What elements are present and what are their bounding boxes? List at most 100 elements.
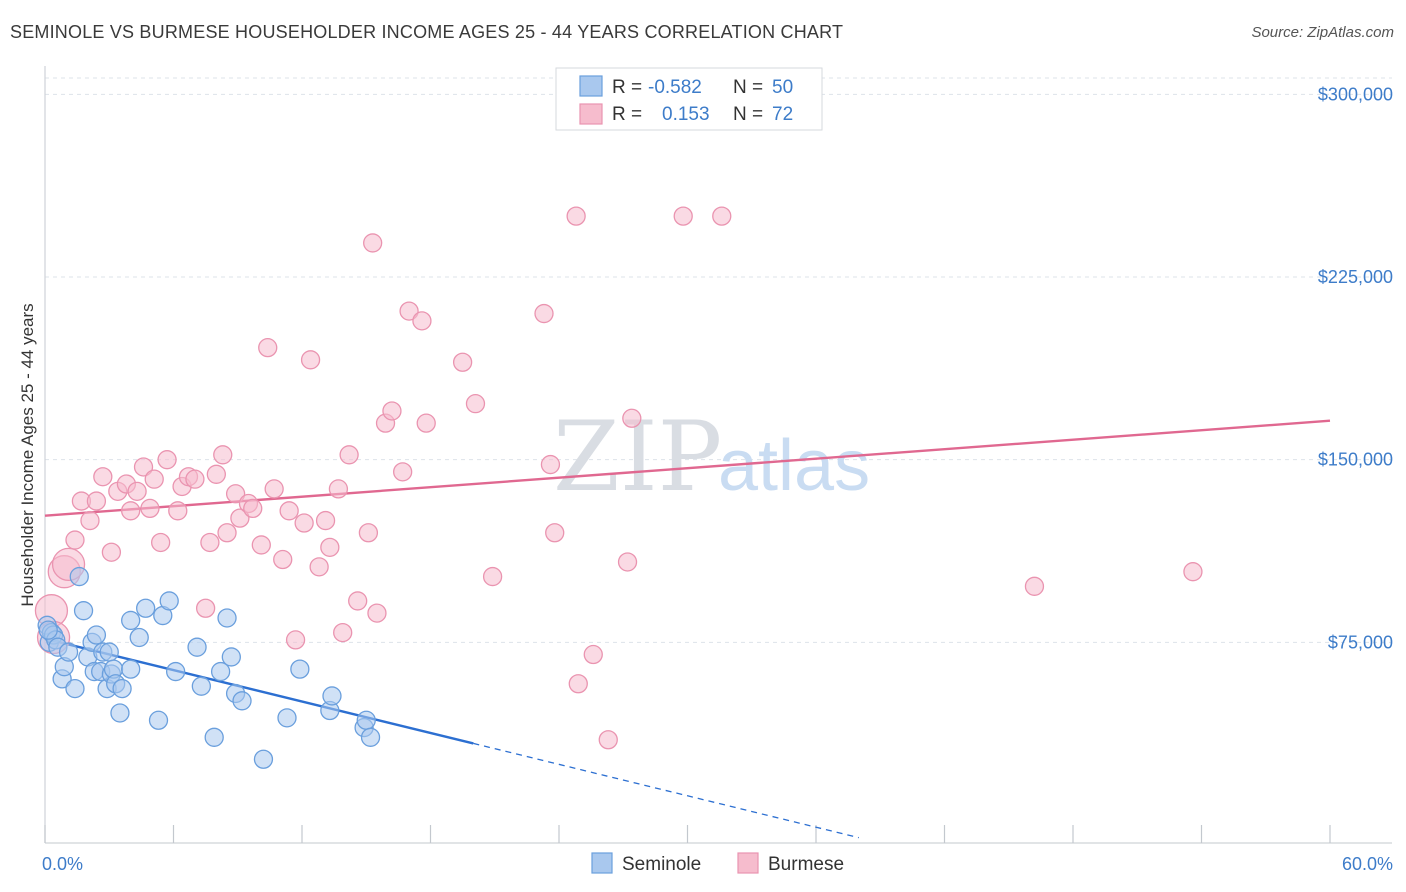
- seminole-point: [112, 678, 132, 699]
- burmese-point: [101, 542, 122, 562]
- bottom-legend-seminole: Seminole: [622, 854, 701, 875]
- y-tick-label: $75,000: [1328, 632, 1393, 652]
- legend-n-label-burmese: N =: [733, 104, 763, 125]
- burmese-point: [465, 394, 486, 414]
- axes: [44, 66, 1392, 844]
- burmese-point: [243, 498, 263, 519]
- burmese-point: [133, 457, 154, 477]
- x-tick-label: 0.0%: [42, 854, 83, 874]
- seminole-point: [165, 661, 186, 682]
- seminole-point: [232, 691, 252, 711]
- burmese-point: [333, 622, 353, 643]
- legend-swatch-burmese: [579, 103, 603, 125]
- legend-n-value-burmese: 72: [772, 104, 793, 125]
- burmese-point: [150, 532, 171, 553]
- zipatlas-watermark: ZIP atlas: [553, 401, 870, 513]
- seminole-point: [86, 625, 107, 645]
- burmese-point: [80, 510, 100, 531]
- burmese-point: [144, 469, 164, 489]
- burmese-point: [363, 233, 383, 253]
- seminole-point: [159, 591, 179, 611]
- bottom-legend-burmese: Burmese: [768, 854, 844, 875]
- burmese-point: [367, 603, 387, 623]
- burmese-point: [86, 491, 107, 511]
- seminole-point: [187, 637, 207, 657]
- x-tick-labels: 0.0% 60.0%: [42, 854, 1393, 874]
- burmese-point: [328, 479, 349, 499]
- burmese-point: [168, 501, 188, 521]
- burmese-point: [566, 206, 586, 226]
- burmese-point: [320, 537, 340, 558]
- seminole-points: [37, 566, 381, 769]
- burmese-point: [251, 535, 271, 555]
- legend-r-value-burmese: 0.153: [662, 104, 710, 125]
- seminole-point: [277, 708, 297, 728]
- burmese-point: [121, 501, 141, 521]
- seminole-point: [65, 678, 85, 699]
- burmese-point: [264, 479, 284, 499]
- seminole-point: [290, 659, 310, 679]
- x-tick-label: 60.0%: [1342, 854, 1393, 874]
- burmese-point: [127, 481, 147, 501]
- legend-n-value-seminole: 50: [772, 77, 793, 98]
- burmese-point: [545, 523, 565, 543]
- burmese-point: [285, 630, 306, 650]
- burmese-point: [568, 674, 588, 694]
- seminole-point: [322, 686, 342, 706]
- burmese-point: [300, 350, 321, 370]
- seminole-point: [356, 710, 376, 730]
- seminole-point: [204, 727, 224, 747]
- legend-n-label-seminole: N =: [733, 77, 763, 98]
- burmese-point: [416, 413, 436, 433]
- burmese-point: [217, 523, 237, 543]
- burmese-trend-line: [44, 419, 1331, 517]
- burmese-point: [534, 303, 554, 324]
- burmese-point: [273, 549, 293, 570]
- seminole-point: [121, 610, 141, 631]
- y-tick-label: $150,000: [1318, 450, 1393, 470]
- burmese-point: [225, 484, 246, 504]
- legend-r-value-seminole: -0.582: [648, 77, 702, 98]
- burmese-point: [412, 311, 432, 331]
- burmese-point: [315, 510, 336, 531]
- burmese-point: [185, 469, 205, 489]
- seminole-point: [210, 661, 231, 682]
- burmese-point: [1024, 576, 1045, 596]
- seminole-point: [38, 620, 58, 640]
- burmese-point: [598, 730, 618, 750]
- bottom-legend-swatch-seminole: [591, 852, 613, 874]
- burmese-point: [583, 644, 603, 665]
- seminole-point: [253, 749, 274, 769]
- seminole-point: [360, 727, 381, 747]
- seminole-point: [58, 642, 79, 662]
- seminole-point: [69, 566, 89, 587]
- seminole-point: [99, 642, 119, 662]
- burmese-point: [339, 445, 359, 465]
- seminole-point: [136, 598, 156, 618]
- burmese-point: [673, 206, 693, 226]
- seminole-trend-extension: [473, 742, 859, 839]
- y-tick-labels: $75,000 $150,000 $225,000 $300,000: [1318, 84, 1393, 652]
- burmese-point: [382, 401, 402, 421]
- seminole-point: [129, 627, 149, 648]
- burmese-point: [712, 206, 732, 226]
- source-credit: Source: ZipAtlas.com: [1251, 24, 1394, 41]
- burmese-point: [258, 337, 278, 358]
- burmese-point: [309, 557, 329, 577]
- burmese-point: [393, 462, 413, 482]
- burmese-point: [617, 552, 638, 572]
- burmese-point: [399, 301, 419, 321]
- burmese-point: [230, 508, 250, 528]
- seminole-point: [221, 647, 241, 667]
- burmese-point: [279, 501, 299, 521]
- seminole-point: [148, 710, 169, 730]
- seminole-point: [217, 608, 237, 628]
- burmese-point: [200, 532, 220, 553]
- burmese-point: [1183, 562, 1203, 582]
- burmese-point: [140, 498, 160, 519]
- bottom-legend-swatch-burmese: [737, 852, 759, 874]
- legend-r-label-seminole: R =: [612, 77, 642, 98]
- seminole-point: [121, 659, 141, 679]
- burmese-point: [452, 352, 473, 372]
